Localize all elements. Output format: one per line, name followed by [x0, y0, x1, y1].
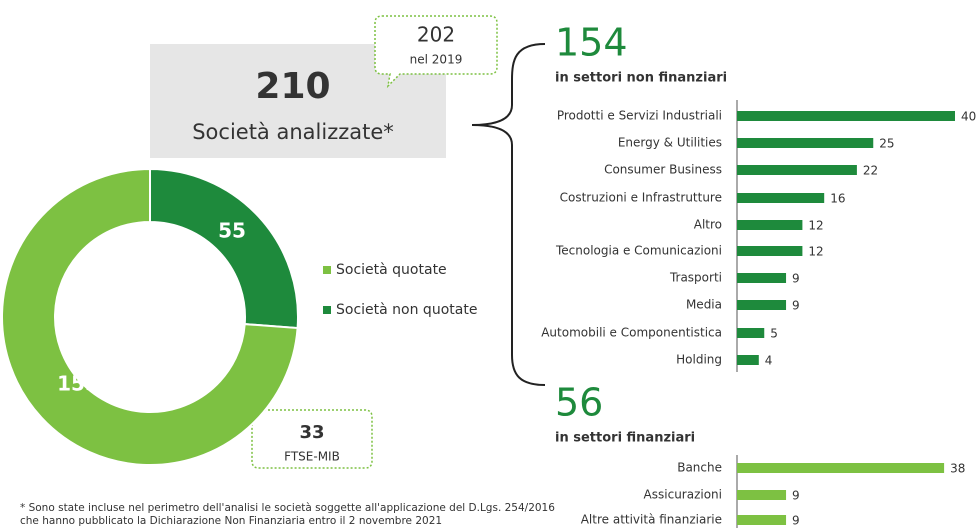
- footnote: * Sono state incluse nel perimetro dell'…: [20, 502, 555, 514]
- chart-title: 56: [555, 381, 603, 425]
- value-label: 40: [961, 110, 976, 124]
- bar: [737, 273, 787, 283]
- value-label: 9: [792, 272, 800, 286]
- footnote: che hanno pubblicato la Dichiarazione No…: [20, 515, 442, 527]
- value-label: 16: [830, 192, 845, 206]
- value-label: 4: [765, 354, 773, 368]
- ftse-label: FTSE-MIB: [284, 450, 340, 464]
- category-label: Holding: [676, 353, 722, 367]
- donut-slice: [1, 167, 299, 466]
- category-label: Consumer Business: [604, 163, 722, 177]
- bar: [737, 490, 787, 500]
- legend-label: Società quotate: [336, 262, 447, 278]
- value-label: 22: [863, 164, 878, 178]
- category-label: Automobili e Componentistica: [541, 326, 722, 340]
- value-label: 5: [770, 327, 778, 341]
- bar: [737, 111, 955, 121]
- legend-swatch: [323, 306, 331, 314]
- comparison-value: 202: [417, 23, 455, 47]
- bar: [737, 193, 825, 203]
- category-label: Altre attività finanziarie: [581, 513, 722, 527]
- bar: [737, 220, 803, 230]
- brace: [471, 43, 546, 386]
- bar: [737, 515, 787, 525]
- value-label: 9: [792, 299, 800, 313]
- total-value: 210: [255, 66, 330, 107]
- bar: [737, 138, 874, 148]
- category-label: Trasporti: [669, 271, 722, 285]
- bar: [737, 463, 945, 473]
- category-label: Banche: [677, 461, 722, 475]
- comparison-label: nel 2019: [410, 53, 463, 67]
- value-label: 38: [950, 462, 965, 476]
- donut-slice: [149, 167, 299, 330]
- total-label: Società analizzate*: [192, 120, 394, 144]
- legend-swatch: [323, 266, 331, 274]
- bar: [737, 165, 857, 175]
- ftse-value: 33: [299, 422, 324, 443]
- category-label: Prodotti e Servizi Industriali: [557, 109, 722, 123]
- chart-subtitle: in settori finanziari: [555, 431, 695, 446]
- category-label: Assicurazioni: [644, 488, 722, 502]
- value-label: 12: [808, 245, 823, 259]
- value-label: 9: [792, 514, 800, 528]
- value-label: 12: [808, 219, 823, 233]
- value-label: 9: [792, 489, 800, 503]
- value-label: 25: [879, 137, 894, 151]
- bar: [737, 246, 803, 256]
- bar: [737, 328, 765, 338]
- category-label: Costruzioni e Infrastrutture: [560, 191, 722, 205]
- legend-label: Società non quotate: [336, 302, 477, 318]
- slice-label: 155: [57, 372, 99, 396]
- comparison-callout: [374, 15, 498, 89]
- chart-subtitle: in settori non finanziari: [555, 71, 727, 86]
- category-label: Altro: [694, 218, 722, 232]
- category-label: Media: [686, 298, 722, 312]
- bar: [737, 300, 787, 310]
- category-label: Tecnologia e Comunicazioni: [555, 244, 722, 258]
- category-label: Energy & Utilities: [618, 136, 722, 150]
- bar: [737, 355, 759, 365]
- chart-title: 154: [555, 21, 628, 65]
- slice-label: 55: [218, 219, 246, 243]
